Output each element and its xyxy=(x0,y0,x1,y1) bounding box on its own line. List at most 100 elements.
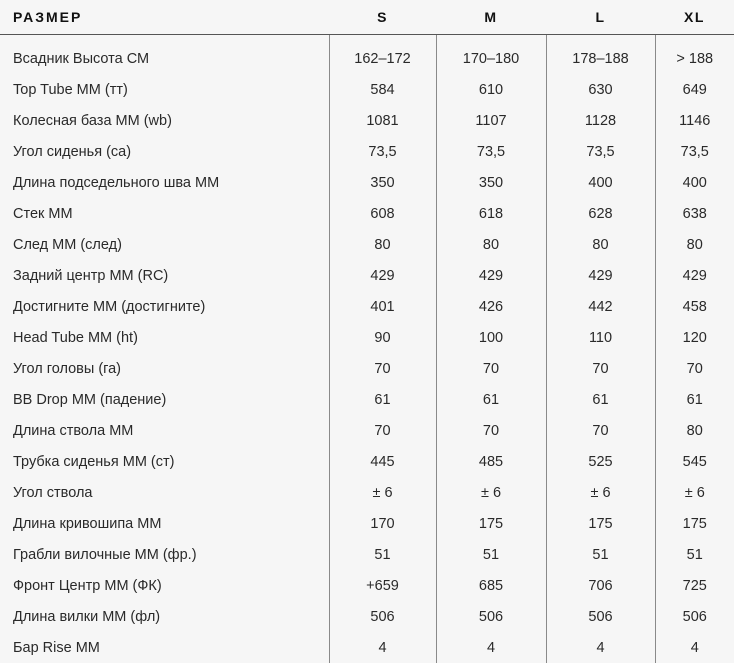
size-header-s: S xyxy=(329,0,436,35)
row-label: Стек ММ xyxy=(0,198,329,229)
row-label: Фронт Центр ММ (ФК) xyxy=(0,570,329,601)
cell-m: 61 xyxy=(436,384,546,415)
row-label: Грабли вилочные ММ (фр.) xyxy=(0,539,329,570)
cell-xl: 175 xyxy=(655,508,734,539)
cell-l: 110 xyxy=(546,322,655,353)
cell-l: 61 xyxy=(546,384,655,415)
cell-l: 442 xyxy=(546,291,655,322)
cell-s: 4 xyxy=(329,632,436,663)
cell-m: 610 xyxy=(436,74,546,105)
row-label: BB Drop ММ (падение) xyxy=(0,384,329,415)
cell-l: 175 xyxy=(546,508,655,539)
size-header-l: L xyxy=(546,0,655,35)
row-label: Колесная база ММ (wb) xyxy=(0,105,329,136)
cell-m: 429 xyxy=(436,260,546,291)
cell-xl: 1146 xyxy=(655,105,734,136)
cell-l: 73,5 xyxy=(546,136,655,167)
cell-m: 685 xyxy=(436,570,546,601)
row-label: Длина вилки ММ (фл) xyxy=(0,601,329,632)
cell-s: 80 xyxy=(329,229,436,260)
row-label: След ММ (след) xyxy=(0,229,329,260)
cell-l: 70 xyxy=(546,353,655,384)
cell-s: 70 xyxy=(329,415,436,446)
cell-xl: 80 xyxy=(655,415,734,446)
cell-xl: 506 xyxy=(655,601,734,632)
cell-m: 4 xyxy=(436,632,546,663)
row-label: Угол головы (га) xyxy=(0,353,329,384)
cell-xl: 80 xyxy=(655,229,734,260)
cell-m: 350 xyxy=(436,167,546,198)
cell-s: 170 xyxy=(329,508,436,539)
cell-xl: 61 xyxy=(655,384,734,415)
cell-s: 70 xyxy=(329,353,436,384)
cell-l: 70 xyxy=(546,415,655,446)
cell-xl: 120 xyxy=(655,322,734,353)
cell-s: 445 xyxy=(329,446,436,477)
cell-xl: 545 xyxy=(655,446,734,477)
cell-m: 426 xyxy=(436,291,546,322)
row-label: Достигните ММ (достигните) xyxy=(0,291,329,322)
size-header-xl: XL xyxy=(655,0,734,35)
cell-l: 525 xyxy=(546,446,655,477)
cell-l: 51 xyxy=(546,539,655,570)
row-label: Задний центр ММ (RC) xyxy=(0,260,329,291)
row-label: Всадник Высота СМ xyxy=(0,35,329,75)
cell-s: 61 xyxy=(329,384,436,415)
cell-m: 485 xyxy=(436,446,546,477)
cell-m: 618 xyxy=(436,198,546,229)
row-label: Угол ствола xyxy=(0,477,329,508)
cell-m: 51 xyxy=(436,539,546,570)
cell-l: 706 xyxy=(546,570,655,601)
cell-xl: 458 xyxy=(655,291,734,322)
cell-xl: > 188 xyxy=(655,35,734,75)
cell-s: ± 6 xyxy=(329,477,436,508)
cell-m: 70 xyxy=(436,353,546,384)
cell-s: 429 xyxy=(329,260,436,291)
cell-s: 162–172 xyxy=(329,35,436,75)
row-label: Длина ствола ММ xyxy=(0,415,329,446)
cell-s: +659 xyxy=(329,570,436,601)
cell-s: 90 xyxy=(329,322,436,353)
cell-xl: 400 xyxy=(655,167,734,198)
cell-m: 175 xyxy=(436,508,546,539)
cell-s: 350 xyxy=(329,167,436,198)
row-label: Трубка сиденья ММ (ст) xyxy=(0,446,329,477)
cell-l: 630 xyxy=(546,74,655,105)
size-column-header: РАЗМЕР xyxy=(0,0,329,35)
cell-xl: 638 xyxy=(655,198,734,229)
table-header: РАЗМЕР S M L XL xyxy=(0,0,734,35)
cell-s: 584 xyxy=(329,74,436,105)
cell-m: 1107 xyxy=(436,105,546,136)
cell-l: 1128 xyxy=(546,105,655,136)
cell-m: ± 6 xyxy=(436,477,546,508)
cell-xl: 649 xyxy=(655,74,734,105)
row-label: Бар Rise ММ xyxy=(0,632,329,663)
cell-l: ± 6 xyxy=(546,477,655,508)
header-row: РАЗМЕР S M L XL xyxy=(0,0,734,35)
cell-m: 506 xyxy=(436,601,546,632)
cell-m: 73,5 xyxy=(436,136,546,167)
cell-s: 73,5 xyxy=(329,136,436,167)
cell-l: 429 xyxy=(546,260,655,291)
row-label: Top Tube ММ (тт) xyxy=(0,74,329,105)
cell-l: 628 xyxy=(546,198,655,229)
cell-xl: 73,5 xyxy=(655,136,734,167)
